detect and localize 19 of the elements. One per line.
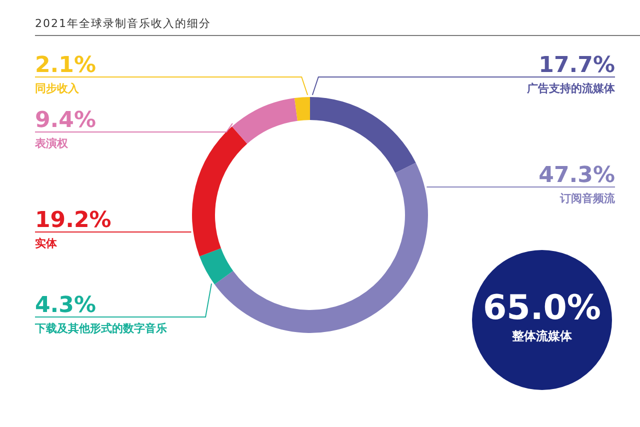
slice-label: 订阅音频流: [559, 192, 616, 205]
slice-label: 表演权: [34, 137, 69, 150]
data-label: 47.3%: [538, 163, 615, 188]
chart-title: 2021年全球录制音乐收入的细分: [35, 16, 640, 36]
slice-label: 下载及其他形式的数字音乐: [34, 322, 167, 335]
slice-label: 实体: [35, 237, 58, 250]
donut-slice: [232, 98, 298, 144]
donut-slice: [192, 126, 248, 256]
donut-slice: [199, 248, 234, 284]
data-label: 9.4%: [35, 108, 96, 133]
data-label: 17.7%: [538, 53, 615, 78]
data-label: 4.3%: [35, 293, 96, 318]
data-label: 19.2%: [35, 208, 112, 233]
slice-label: 同步收入: [35, 82, 80, 95]
donut-slice: [310, 97, 416, 173]
donut-slice: [214, 162, 428, 333]
donut-slice: [294, 97, 310, 121]
slice-label: 广告支持的流媒体: [526, 82, 616, 95]
data-label: 2.1%: [35, 53, 96, 78]
